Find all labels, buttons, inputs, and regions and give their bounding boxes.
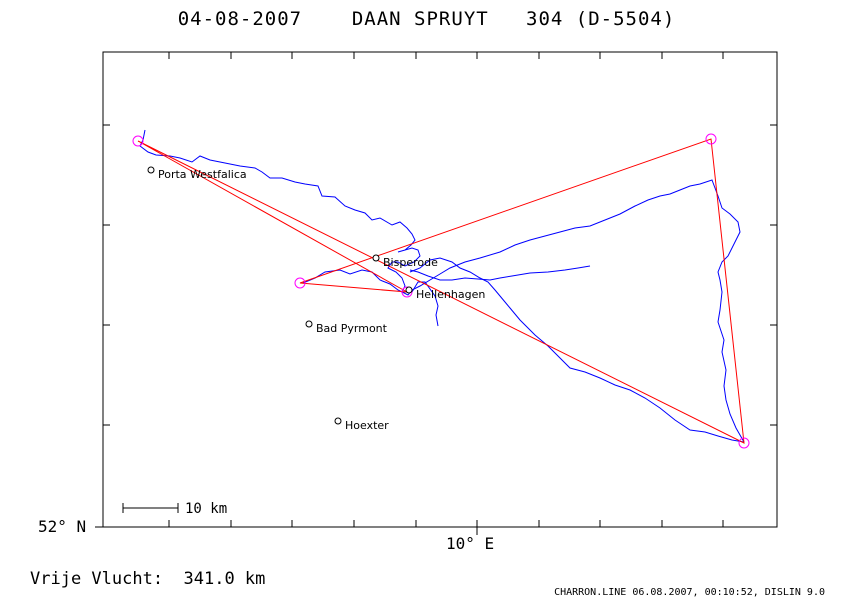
scale-bar xyxy=(122,503,179,513)
turnpoint-circle xyxy=(132,135,144,147)
latitude-label: 52° N xyxy=(38,517,86,536)
distance-summary: Vrije Vlucht: 341.0 km xyxy=(30,569,266,589)
map-frame xyxy=(102,51,778,528)
turnpoint-circle xyxy=(294,277,306,289)
place-bad-pyrmont: Bad Pyrmont xyxy=(305,320,388,335)
place-hoexter: Hoexter xyxy=(334,417,389,432)
place-porta-westfalica: Porta Westfalica xyxy=(147,166,247,181)
axis-ticks xyxy=(95,52,777,535)
turnpoint-circle xyxy=(705,133,717,145)
place-label: Porta Westfalica xyxy=(158,168,247,181)
task-line xyxy=(137,138,745,444)
place-label: Bad Pyrmont xyxy=(316,322,388,335)
place-label: Bisperode xyxy=(383,256,438,269)
gps-track xyxy=(302,179,745,443)
turnpoint-circle xyxy=(401,286,413,298)
chart-title: 04-08-2007 DAAN SPRUYT 304 (D-5504) xyxy=(177,8,676,30)
scale-bar-label: 10 km xyxy=(185,501,227,517)
place-label: Hoexter xyxy=(345,419,389,432)
credits-line: CHARRON.LINE 06.08.2007, 00:10:52, DISLI… xyxy=(554,587,825,598)
gps-track xyxy=(409,265,591,281)
turnpoint-markers xyxy=(132,133,750,449)
turnpoint-circle xyxy=(738,437,750,449)
longitude-label: 10° E xyxy=(446,534,494,553)
place-marker xyxy=(147,166,155,174)
place-bisperode: Bisperode xyxy=(372,254,438,269)
place-label: Hellenhagen xyxy=(416,288,485,301)
place-marker xyxy=(372,254,380,262)
place-hellenhagen: Hellenhagen xyxy=(405,286,485,301)
place-marker xyxy=(334,417,342,425)
gps-track xyxy=(409,257,745,443)
place-marker xyxy=(405,286,413,294)
gps-track xyxy=(139,129,439,327)
place-marker xyxy=(305,320,313,328)
